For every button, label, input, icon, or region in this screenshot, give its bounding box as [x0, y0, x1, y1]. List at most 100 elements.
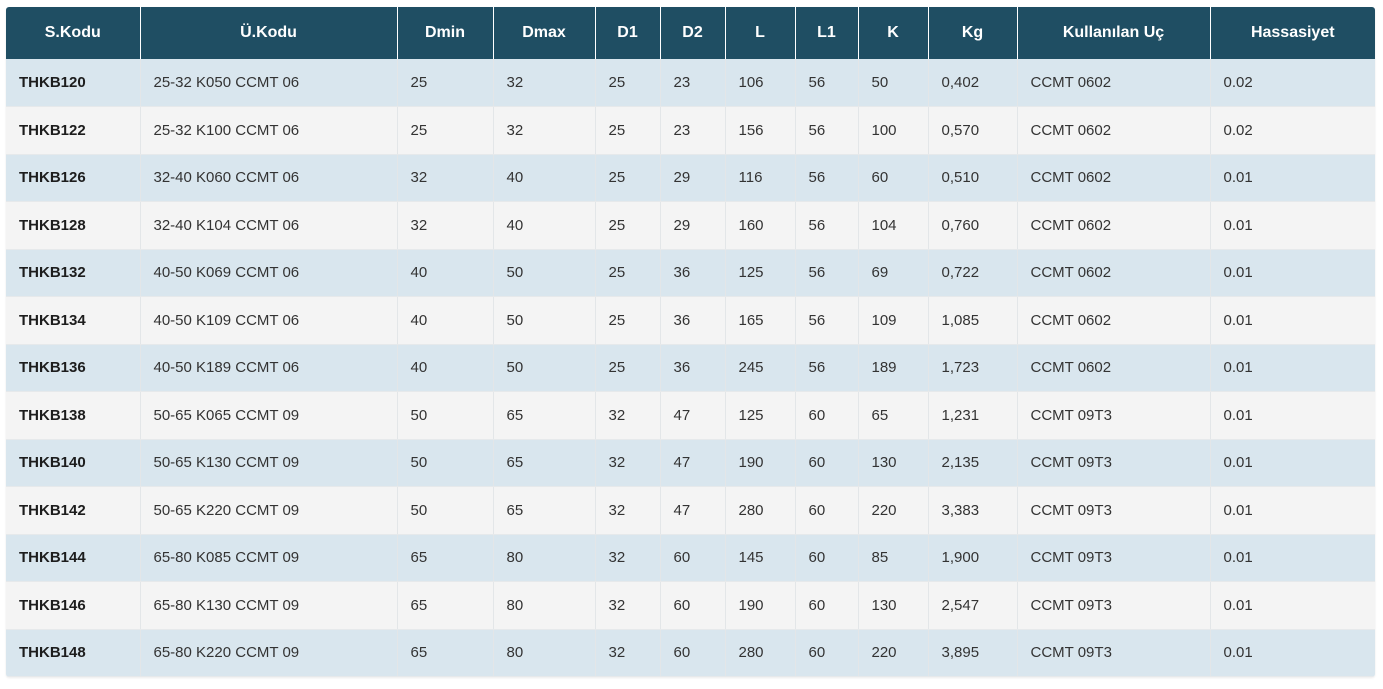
cell-d1: 25	[595, 249, 661, 297]
cell-s-kodu: THKB138	[6, 391, 141, 440]
cell-s-kodu: THKB120	[6, 59, 141, 107]
cell-hassasiyet: 0.01	[1210, 154, 1375, 202]
header-l: L	[725, 7, 796, 59]
cell-k: 220	[858, 629, 929, 677]
cell-dmin: 25	[397, 106, 494, 155]
cell-dmin: 32	[397, 154, 494, 202]
header-s-kodu: S.Kodu	[6, 7, 141, 59]
cell-l1: 56	[795, 296, 859, 345]
cell-l1: 60	[795, 439, 859, 487]
product-spec-table: S.Kodu Ü.Kodu Dmin Dmax D1 D2 L L1 K Kg …	[6, 7, 1375, 677]
cell-l1: 60	[795, 581, 859, 630]
cell-dmin: 65	[397, 581, 494, 630]
cell-d2: 29	[660, 201, 726, 250]
cell-l: 106	[725, 59, 796, 107]
cell-u-kodu: 32-40 K060 CCMT 06	[140, 154, 398, 202]
cell-d1: 25	[595, 106, 661, 155]
cell-dmax: 80	[493, 534, 596, 582]
cell-s-kodu: THKB148	[6, 629, 141, 677]
cell-d2: 36	[660, 296, 726, 345]
cell-k: 50	[858, 59, 929, 107]
cell-kg: 0,722	[928, 249, 1018, 297]
cell-d2: 60	[660, 629, 726, 677]
cell-l1: 56	[795, 249, 859, 297]
cell-s-kodu: THKB132	[6, 249, 141, 297]
cell-dmax: 80	[493, 581, 596, 630]
cell-l: 156	[725, 106, 796, 155]
cell-k: 104	[858, 201, 929, 250]
cell-u-kodu: 65-80 K085 CCMT 09	[140, 534, 398, 582]
cell-dmax: 50	[493, 296, 596, 345]
cell-k: 69	[858, 249, 929, 297]
cell-k: 220	[858, 486, 929, 535]
cell-kullanilan-uc: CCMT 09T3	[1017, 391, 1211, 440]
header-dmin: Dmin	[397, 7, 494, 59]
cell-hassasiyet: 0.01	[1210, 344, 1375, 392]
table-row: THKB122 25-32 K100 CCMT 06 25 32 25 23 156 56 10…	[6, 106, 1375, 155]
cell-l1: 56	[795, 201, 859, 250]
table-row: THKB148 65-80 K220 CCMT 09 65 80 32 60 280 60 22…	[6, 629, 1375, 677]
cell-s-kodu: THKB126	[6, 154, 141, 202]
cell-dmin: 25	[397, 59, 494, 107]
cell-u-kodu: 50-65 K065 CCMT 09	[140, 391, 398, 440]
header-kullanilan-uc: Kullanılan Uç	[1017, 7, 1211, 59]
cell-u-kodu: 25-32 K100 CCMT 06	[140, 106, 398, 155]
cell-l1: 60	[795, 486, 859, 535]
cell-kullanilan-uc: CCMT 0602	[1017, 249, 1211, 297]
table-row: THKB128 32-40 K104 CCMT 06 32 40 25 29 160 56 10…	[6, 201, 1375, 250]
cell-d2: 60	[660, 534, 726, 582]
cell-kg: 1,085	[928, 296, 1018, 345]
header-k: K	[858, 7, 929, 59]
table-row: THKB138 50-65 K065 CCMT 09 50 65 32 47 125 60 65…	[6, 391, 1375, 440]
cell-d2: 47	[660, 486, 726, 535]
cell-kg: 3,895	[928, 629, 1018, 677]
cell-kg: 1,723	[928, 344, 1018, 392]
cell-l: 145	[725, 534, 796, 582]
cell-d1: 32	[595, 581, 661, 630]
cell-s-kodu: THKB144	[6, 534, 141, 582]
cell-d1: 25	[595, 59, 661, 107]
cell-dmax: 40	[493, 201, 596, 250]
table-row: THKB146 65-80 K130 CCMT 09 65 80 32 60 190 60 13…	[6, 581, 1375, 630]
cell-s-kodu: THKB134	[6, 296, 141, 345]
cell-hassasiyet: 0.01	[1210, 201, 1375, 250]
cell-u-kodu: 40-50 K189 CCMT 06	[140, 344, 398, 392]
cell-u-kodu: 32-40 K104 CCMT 06	[140, 201, 398, 250]
cell-l1: 60	[795, 534, 859, 582]
cell-l: 245	[725, 344, 796, 392]
cell-l1: 60	[795, 391, 859, 440]
cell-k: 130	[858, 439, 929, 487]
cell-l: 165	[725, 296, 796, 345]
cell-l: 125	[725, 391, 796, 440]
table-row: THKB126 32-40 K060 CCMT 06 32 40 25 29 116 56 60…	[6, 154, 1375, 202]
cell-dmax: 65	[493, 439, 596, 487]
cell-kullanilan-uc: CCMT 0602	[1017, 154, 1211, 202]
cell-kg: 2,135	[928, 439, 1018, 487]
table-header-row: S.Kodu Ü.Kodu Dmin Dmax D1 D2 L L1 K Kg …	[6, 7, 1375, 59]
cell-dmax: 50	[493, 249, 596, 297]
cell-u-kodu: 50-65 K130 CCMT 09	[140, 439, 398, 487]
cell-kg: 0,510	[928, 154, 1018, 202]
table-row: THKB134 40-50 K109 CCMT 06 40 50 25 36 165 56 10…	[6, 296, 1375, 345]
cell-dmax: 65	[493, 391, 596, 440]
cell-s-kodu: THKB142	[6, 486, 141, 535]
cell-dmin: 40	[397, 344, 494, 392]
cell-dmin: 50	[397, 391, 494, 440]
cell-l1: 56	[795, 59, 859, 107]
cell-l1: 60	[795, 629, 859, 677]
cell-s-kodu: THKB140	[6, 439, 141, 487]
cell-kullanilan-uc: CCMT 09T3	[1017, 439, 1211, 487]
cell-s-kodu: THKB122	[6, 106, 141, 155]
cell-kg: 1,231	[928, 391, 1018, 440]
cell-kullanilan-uc: CCMT 0602	[1017, 59, 1211, 107]
cell-dmin: 65	[397, 534, 494, 582]
cell-dmin: 32	[397, 201, 494, 250]
cell-kullanilan-uc: CCMT 0602	[1017, 201, 1211, 250]
header-dmax: Dmax	[493, 7, 596, 59]
table-row: THKB140 50-65 K130 CCMT 09 50 65 32 47 190 60 13…	[6, 439, 1375, 487]
cell-s-kodu: THKB128	[6, 201, 141, 250]
cell-kg: 3,383	[928, 486, 1018, 535]
cell-dmin: 40	[397, 249, 494, 297]
cell-k: 109	[858, 296, 929, 345]
cell-kg: 1,900	[928, 534, 1018, 582]
